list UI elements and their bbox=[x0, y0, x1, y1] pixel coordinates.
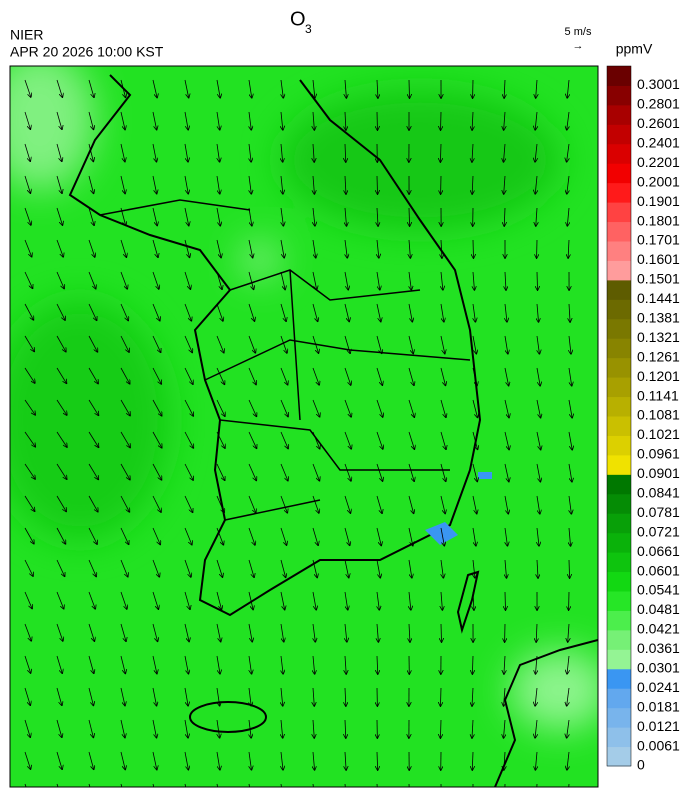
colorbar: 0 0.0061 0.0121 0.0181 0.0241 0.0301 0.0361 0.0… bbox=[607, 66, 680, 773]
colorbar-label: 0.0181 bbox=[637, 698, 680, 714]
colorbar-swatch bbox=[607, 85, 631, 105]
wind-arrow bbox=[440, 720, 441, 738]
colorbar-label: 0.1081 bbox=[637, 407, 680, 423]
colorbar-label: 0.0601 bbox=[637, 562, 680, 578]
colorbar-label: 0.1021 bbox=[637, 426, 680, 442]
colorbar-label: 0.1901 bbox=[637, 193, 680, 209]
colorbar-label: 0.0961 bbox=[637, 446, 680, 462]
agency: NIER bbox=[10, 27, 43, 43]
title-subscript: 3 bbox=[305, 22, 312, 36]
colorbar-label: 0.0541 bbox=[637, 582, 680, 598]
colorbar-label: 0.0421 bbox=[637, 621, 680, 637]
colorbar-swatch bbox=[607, 552, 631, 572]
colorbar-swatch bbox=[607, 260, 631, 280]
colorbar-label: 0.1501 bbox=[637, 271, 680, 287]
colorbar-swatch bbox=[607, 319, 631, 339]
colorbar-label: 0.1381 bbox=[637, 309, 680, 325]
colorbar-label: 0.1201 bbox=[637, 368, 680, 384]
colorbar-label: 0.1141 bbox=[637, 387, 679, 403]
colorbar-swatch bbox=[607, 358, 631, 378]
colorbar-label: 0.1601 bbox=[637, 251, 680, 267]
colorbar-label: 0.0661 bbox=[637, 543, 680, 559]
colorbar-swatch bbox=[607, 494, 631, 514]
colorbar-swatch bbox=[607, 747, 631, 767]
colorbar-label: 0.0301 bbox=[637, 659, 680, 675]
colorbar-swatch bbox=[607, 610, 631, 630]
colorbar-label: 0.3001 bbox=[637, 76, 680, 92]
colorbar-label: 0.1701 bbox=[637, 232, 680, 248]
title: O bbox=[290, 8, 306, 30]
colorbar-label: 0.0361 bbox=[637, 640, 680, 656]
colorbar-swatch bbox=[607, 727, 631, 747]
colorbar-label: 0.1801 bbox=[637, 212, 680, 228]
wind-arrow bbox=[441, 624, 442, 642]
colorbar-swatch bbox=[607, 144, 631, 164]
colorbar-swatch bbox=[607, 241, 631, 261]
colorbar-swatch bbox=[607, 708, 631, 728]
colorbar-swatch bbox=[607, 474, 631, 494]
colorbar-label: 0.2401 bbox=[637, 134, 680, 150]
wind-scale-arrow: → bbox=[573, 40, 584, 52]
colorbar-label: 0.0121 bbox=[637, 718, 680, 734]
colorbar-swatch bbox=[607, 591, 631, 611]
colorbar-swatch bbox=[607, 124, 631, 144]
colorbar-swatch bbox=[607, 66, 631, 86]
colorbar-label: 0.0721 bbox=[637, 523, 680, 539]
colorbar-label: 0 bbox=[637, 757, 645, 773]
colorbar-swatch bbox=[607, 572, 631, 592]
colorbar-label: 0.0901 bbox=[637, 465, 680, 481]
colorbar-label: 0.0481 bbox=[637, 601, 680, 617]
map bbox=[0, 50, 610, 798]
colorbar-label: 0.0061 bbox=[637, 737, 680, 753]
wind-arrow bbox=[537, 272, 538, 290]
colorbar-label: 0.2601 bbox=[637, 115, 680, 131]
colorbar-swatch bbox=[607, 669, 631, 689]
colorbar-swatch bbox=[607, 416, 631, 436]
colorbar-label: 0.1441 bbox=[637, 290, 680, 306]
colorbar-swatch bbox=[607, 688, 631, 708]
colorbar-swatch bbox=[607, 163, 631, 183]
low-ozone-patch bbox=[478, 472, 492, 479]
colorbar-swatch bbox=[607, 338, 631, 358]
colorbar-swatch bbox=[607, 299, 631, 319]
colorbar-swatch bbox=[607, 435, 631, 455]
colorbar-swatch bbox=[607, 649, 631, 669]
wind-arrow bbox=[504, 784, 505, 798]
colorbar-swatch bbox=[607, 105, 631, 125]
colorbar-swatch bbox=[607, 533, 631, 553]
colorbar-swatch bbox=[607, 377, 631, 397]
colorbar-label: 0.1261 bbox=[637, 348, 680, 364]
colorbar-swatch bbox=[607, 202, 631, 222]
colorbar-swatch bbox=[607, 280, 631, 300]
wind-scale-label: 5 m/s bbox=[565, 26, 592, 38]
colorbar-label: 0.2001 bbox=[637, 173, 680, 189]
wind-arrow bbox=[440, 688, 441, 706]
datetime: APR 20 2026 10:00 KST bbox=[10, 44, 164, 60]
colorbar-label: 0.1321 bbox=[637, 329, 680, 345]
colorbar-swatch bbox=[607, 397, 631, 417]
colorbar-swatch bbox=[607, 222, 631, 242]
colorbar-swatch bbox=[607, 630, 631, 650]
colorbar-swatch bbox=[607, 455, 631, 475]
wind-arrow bbox=[377, 176, 378, 194]
colorbar-unit: ppmV bbox=[616, 41, 653, 57]
colorbar-swatch bbox=[607, 513, 631, 533]
colorbar-label: 0.0241 bbox=[637, 679, 680, 695]
colorbar-label: 0.2801 bbox=[637, 96, 680, 112]
colorbar-swatch bbox=[607, 183, 631, 203]
colorbar-label: 0.0781 bbox=[637, 504, 680, 520]
colorbar-label: 0.2201 bbox=[637, 154, 680, 170]
colorbar-label: 0.0841 bbox=[637, 484, 680, 500]
